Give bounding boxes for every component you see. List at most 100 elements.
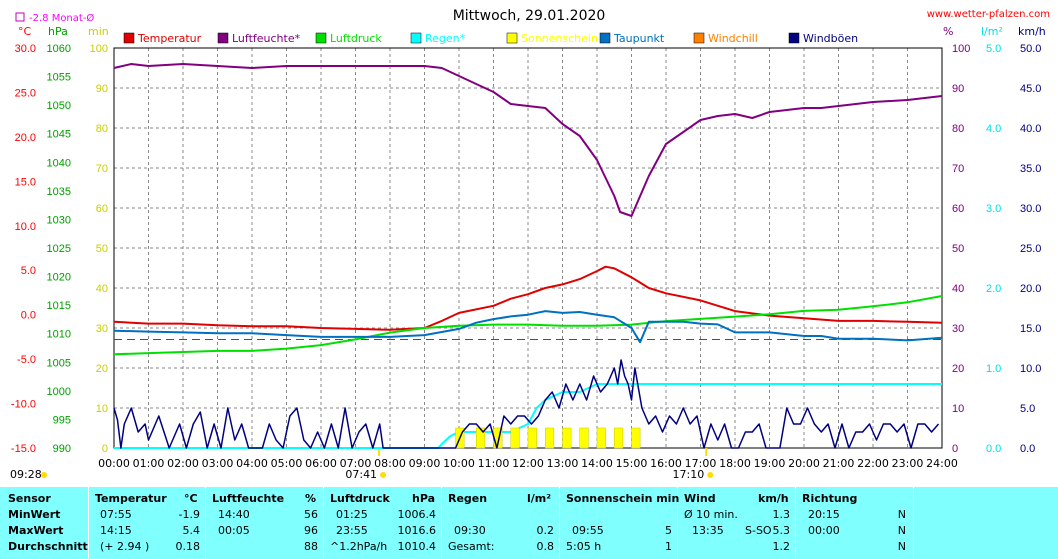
max-temp-time: 14:15 [100, 524, 132, 537]
min-hum-val: 56 [304, 508, 318, 521]
sun-tick-label: 80 [96, 123, 108, 135]
sun-bar [614, 427, 624, 449]
pressure-tick-label: 1000 [47, 386, 71, 398]
legend-swatch [410, 32, 422, 44]
monat-avg-icon [15, 12, 25, 22]
humidity-unit-label: % [943, 25, 953, 38]
pressure-tick-label: 1030 [47, 214, 71, 226]
max-hum-val: 96 [304, 524, 318, 537]
avg-sun-val: 1 [665, 540, 672, 553]
x-tick-label: 18:00 [719, 457, 751, 470]
avg-rain-val: 0.8 [536, 540, 555, 553]
min-dir-time: 20:15 [808, 508, 840, 521]
avg-wind-val: 1.2 [772, 540, 791, 553]
avg-press-val: 1010.4 [397, 540, 437, 553]
legend-label: Luftdruck [330, 32, 382, 45]
hdr-sun: Sonnenschein min [566, 492, 680, 505]
wind-tick-label: 30.0 [1020, 203, 1041, 215]
pressure-tick-label: 1055 [47, 72, 71, 84]
x-tick-label: 08:00 [374, 457, 406, 470]
monat-avg-label: -2.8 Monat-Ø [29, 12, 94, 24]
stats-table: Sensor Temperatur °C Luftfeuchte % Luftd… [0, 487, 1058, 559]
x-tick-label: 19:00 [754, 457, 786, 470]
rain-tick-label: 5.0 [986, 43, 1001, 55]
sun-unit-label: min [88, 25, 109, 38]
pressure-tick-label: 1050 [47, 100, 71, 112]
legend-swatch [599, 32, 611, 44]
rain-tick-label: 0.0 [986, 443, 1001, 455]
wind-tick-label: 15.0 [1020, 323, 1041, 335]
series-line-windben [113, 359, 940, 449]
legend-swatch [506, 32, 518, 44]
sun-bar [579, 427, 589, 449]
hdr-press: Luftdruck [330, 492, 390, 505]
legend-swatch [315, 32, 327, 44]
x-tick-label: 23:00 [892, 457, 924, 470]
x-tick-label: 20:00 [788, 457, 820, 470]
max-press-time: 23:55 [336, 524, 368, 537]
humidity-tick-label: 20 [952, 363, 964, 375]
x-tick-label: 06:00 [305, 457, 337, 470]
hdr-temp-unit: °C [184, 492, 198, 505]
x-tick-label: 15:00 [616, 457, 648, 470]
hdr-hum: Luftfeuchte [212, 492, 285, 505]
sun-tick-label: 0 [102, 443, 108, 455]
min-press-time: 01:25 [336, 508, 368, 521]
max-rain-time: 09:30 [454, 524, 486, 537]
hdr-wind: Wind [684, 492, 716, 505]
sun-tick-label: 20 [96, 363, 108, 375]
rain-tick-label: 1.0 [986, 363, 1001, 375]
sun-bar [510, 427, 520, 449]
sunrise-label: 07:41 [345, 468, 377, 481]
row-avg-label: Durchschnitt [8, 540, 88, 553]
pressure-tick-label: 1020 [47, 272, 71, 284]
x-tick-label: 16:00 [650, 457, 682, 470]
max-dir-val: N [897, 524, 906, 537]
wind-tick-label: 25.0 [1020, 243, 1041, 255]
sun-bar [527, 427, 537, 449]
max-rain-val: 0.2 [536, 524, 555, 537]
max-wind-dir: S-SO [745, 524, 772, 537]
min-temp-time: 07:55 [100, 508, 132, 521]
sun-tick-label: 40 [96, 283, 108, 295]
wind-unit-label: km/h [1018, 25, 1046, 38]
temp-tick-label: 25.0 [15, 87, 36, 99]
sun-tick-label: 90 [96, 83, 108, 95]
sun-bar [631, 427, 641, 449]
sunset-sun-icon [707, 472, 714, 478]
legend-swatch [788, 32, 800, 44]
avg-hum-val: 88 [304, 540, 318, 553]
pressure-tick-label: 1040 [47, 157, 71, 169]
sun-tick-label: 10 [96, 403, 108, 415]
max-sun-time: 09:55 [572, 524, 604, 537]
pressure-tick-label: 1015 [47, 300, 71, 312]
chart-title: Mittwoch, 29.01.2020 [453, 8, 606, 24]
temp-tick-label: 0.0 [21, 310, 36, 322]
temp-tick-label: -5.0 [17, 354, 36, 366]
min-wind-val: 1.3 [772, 508, 791, 521]
legend-label: Luftfeuchte* [232, 32, 301, 45]
legend-label: Windchill [708, 32, 758, 45]
legend-label: Temperatur [137, 32, 202, 45]
min-press-val: 1006.4 [397, 508, 437, 521]
sun-bar [562, 427, 572, 449]
x-tick-label: 03:00 [202, 457, 234, 470]
pressure-tick-label: 1045 [47, 129, 71, 141]
sunrise-sun-icon [380, 472, 387, 478]
site-url: www.wetter-pfalzen.com [927, 9, 1050, 20]
x-tick-label: 24:00 [926, 457, 958, 470]
pressure-tick-label: 1035 [47, 186, 71, 198]
humidity-tick-label: 70 [952, 163, 964, 175]
max-wind-time: 13:35 [692, 524, 724, 537]
humidity-tick-label: 30 [952, 323, 964, 335]
series-line-luftdruck [113, 295, 943, 356]
avg-rain-time: Gesamt: [448, 540, 495, 553]
pressure-tick-label: 995 [53, 414, 71, 426]
hdr-rain-unit: l/m² [527, 492, 552, 505]
rain-unit-label: l/m² [981, 25, 1003, 38]
sunset-label: 17:10 [673, 468, 705, 481]
pressure-tick-label: 1005 [47, 357, 71, 369]
wind-tick-label: 35.0 [1020, 163, 1041, 175]
min-dir-val: N [897, 508, 906, 521]
pressure-tick-label: 1060 [47, 43, 71, 55]
